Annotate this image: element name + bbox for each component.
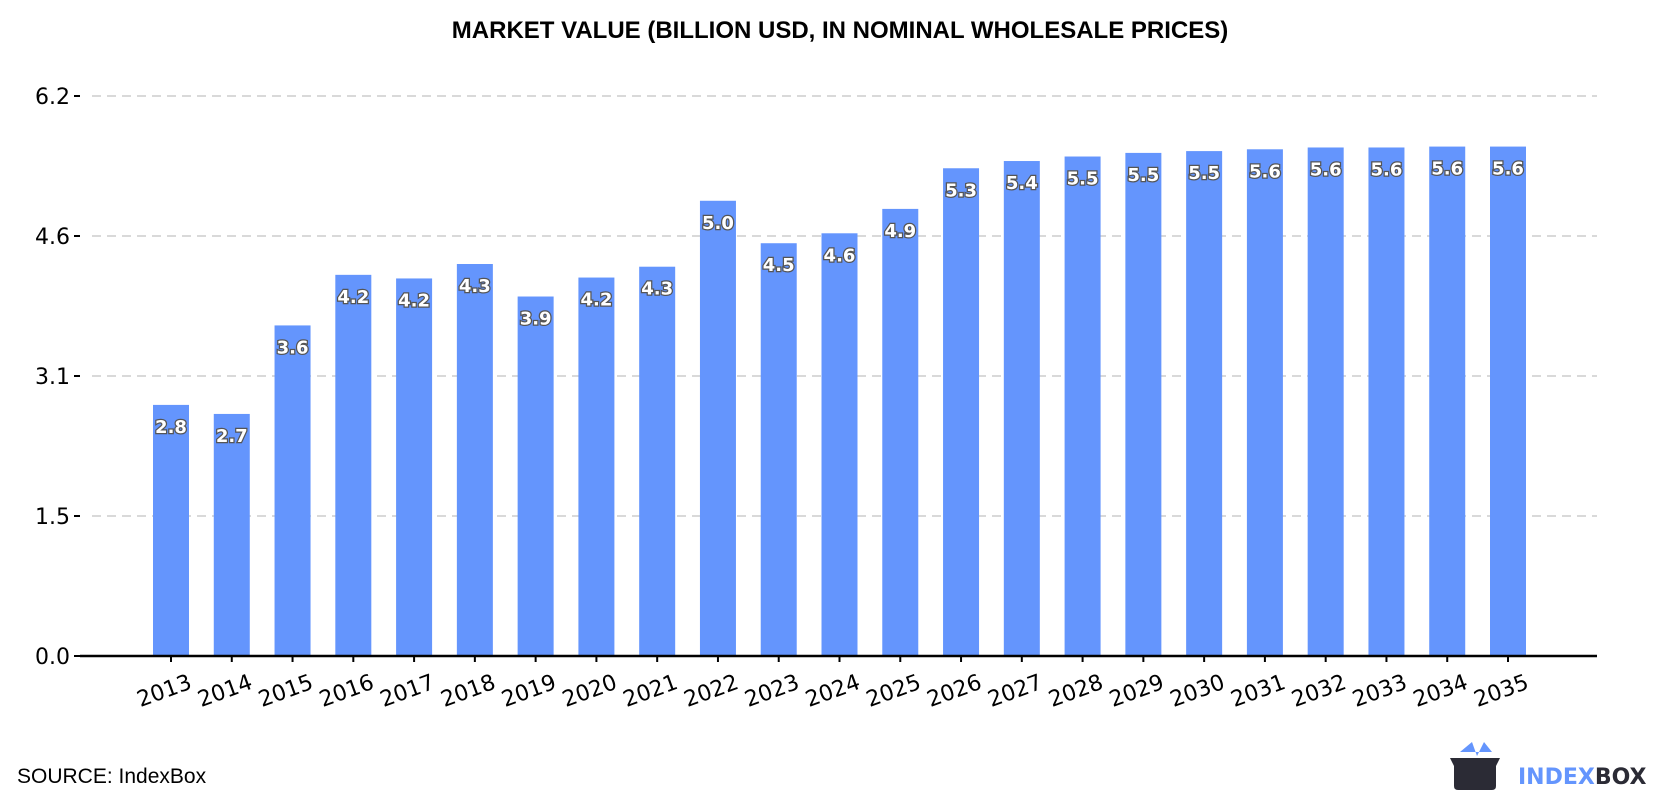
data-label-2023: 4.5 xyxy=(763,255,795,276)
data-label-2014: 2.7 xyxy=(216,426,248,447)
x-tick-label: 2028 xyxy=(1045,670,1106,713)
bar-2034 xyxy=(1429,146,1466,657)
data-label-2018: 4.3 xyxy=(459,276,491,297)
data-label-2017: 4.2 xyxy=(398,290,430,311)
bar-2027 xyxy=(1003,161,1040,656)
data-label-2013: 2.8 xyxy=(155,417,187,438)
data-label-2024: 4.6 xyxy=(824,245,856,266)
bar-2035 xyxy=(1490,146,1526,657)
x-tick-label: 2035 xyxy=(1471,670,1532,713)
data-label-2022: 5.0 xyxy=(702,213,734,234)
chart-title: MARKET VALUE (BILLION USD, IN NOMINAL WH… xyxy=(452,17,1228,44)
data-label-2019: 3.9 xyxy=(520,309,552,330)
bar-2022 xyxy=(699,200,736,656)
y-axis: 0.0 1.5 3.1 4.6 6.2 xyxy=(35,85,80,670)
x-tick-label: 2021 xyxy=(620,670,681,713)
x-tick-label: 2026 xyxy=(924,670,985,713)
bar-2014 xyxy=(213,413,250,656)
y-tick-label: 4.6 xyxy=(35,225,70,250)
data-label-2020: 4.2 xyxy=(580,290,612,311)
bar-2013 xyxy=(153,404,189,656)
x-tick-label: 2024 xyxy=(802,670,863,713)
y-tick-label: 0.0 xyxy=(35,645,70,670)
bar-2030 xyxy=(1186,151,1223,656)
x-tick-label: 2023 xyxy=(742,670,803,713)
x-tick-label: 2032 xyxy=(1289,670,1350,713)
bar-2032 xyxy=(1307,147,1344,656)
bars: 2.8 2.7 3.6 4.2 4.2 4.3 3.9 4.2 4.3 5.0 4.5 4.6 4.9 5… xyxy=(153,146,1526,657)
bar-2025 xyxy=(882,208,919,656)
bar-2031 xyxy=(1246,149,1283,656)
x-tick-label: 2025 xyxy=(863,670,924,713)
data-label-2035: 5.6 xyxy=(1492,159,1524,180)
x-tick-label: 2022 xyxy=(681,670,742,713)
data-label-2034: 5.6 xyxy=(1431,159,1463,180)
data-label-2028: 5.5 xyxy=(1067,169,1099,190)
bar-2023 xyxy=(760,243,797,656)
x-tick-label: 2018 xyxy=(438,670,499,713)
logo-box-icon xyxy=(1450,742,1500,790)
data-label-2029: 5.5 xyxy=(1127,165,1159,186)
data-label-2027: 5.4 xyxy=(1006,173,1038,194)
bar-2021 xyxy=(639,266,676,656)
x-axis: 2013 2014 2015 2016 2017 2018 2019 2020 2021 2022… xyxy=(134,656,1532,713)
bar-2029 xyxy=(1125,152,1162,656)
bar-2016 xyxy=(335,274,372,656)
source-label: SOURCE: IndexBox xyxy=(17,765,207,788)
y-tick-label: 1.5 xyxy=(35,505,70,530)
y-tick-label: 6.2 xyxy=(35,85,70,110)
data-label-2026: 5.3 xyxy=(945,180,977,201)
x-tick-label: 2033 xyxy=(1349,670,1410,713)
x-tick-label: 2013 xyxy=(134,670,195,713)
data-label-2015: 3.6 xyxy=(277,337,309,358)
x-tick-label: 2014 xyxy=(195,670,256,713)
data-label-2021: 4.3 xyxy=(641,279,673,300)
bar-2015 xyxy=(274,325,311,656)
data-label-2031: 5.6 xyxy=(1249,161,1281,182)
data-label-2033: 5.6 xyxy=(1371,159,1403,180)
bar-2033 xyxy=(1368,147,1405,656)
x-tick-label: 2029 xyxy=(1106,670,1167,713)
bar-2020 xyxy=(578,277,615,656)
y-tick-label: 3.1 xyxy=(35,365,70,390)
x-tick-label: 2019 xyxy=(499,670,560,713)
x-tick-label: 2031 xyxy=(1228,670,1289,713)
bar-2018 xyxy=(456,264,493,656)
x-tick-label: 2027 xyxy=(985,670,1046,713)
bar-2028 xyxy=(1064,156,1101,657)
x-tick-label: 2034 xyxy=(1410,670,1471,713)
data-label-2016: 4.2 xyxy=(337,287,369,308)
bar-2026 xyxy=(943,168,980,657)
logo-text: INDEXBOX xyxy=(1518,765,1647,790)
x-tick-label: 2030 xyxy=(1167,670,1228,713)
x-tick-label: 2016 xyxy=(316,670,377,713)
data-label-2030: 5.5 xyxy=(1188,163,1220,184)
x-tick-label: 2017 xyxy=(377,670,438,713)
bar-2019 xyxy=(517,296,554,656)
x-tick-label: 2015 xyxy=(255,670,316,713)
data-label-2025: 4.9 xyxy=(884,221,916,242)
indexbox-logo: INDEXBOX xyxy=(1450,742,1647,790)
x-tick-label: 2020 xyxy=(559,670,620,713)
data-label-2032: 5.6 xyxy=(1310,159,1342,180)
bar-2017 xyxy=(396,278,433,656)
bar-2024 xyxy=(821,233,858,656)
